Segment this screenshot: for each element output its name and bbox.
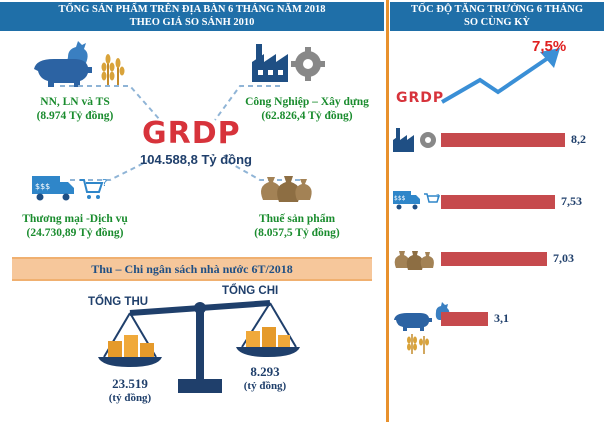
- left-header-line1: TỔNG SẢN PHẨM TRÊN ĐỊA BÀN 6 THÁNG NĂM 2…: [58, 4, 326, 15]
- growth-value-industry: 8,2: [571, 132, 586, 146]
- growth-industry-icon: [393, 128, 436, 152]
- balance-scale-icon: [98, 300, 300, 393]
- growth-tax-icon: [394, 251, 434, 270]
- cart-icon: ?: [80, 178, 107, 199]
- sector-agriculture-value: (8.974 Tỷ đồng): [36, 110, 114, 122]
- industry-icons: [252, 44, 325, 82]
- svg-text:?: ?: [436, 193, 440, 201]
- grdp-title: GRDP: [142, 116, 241, 151]
- growth-value-trade: 7,53: [561, 194, 582, 208]
- budget-banner: Thu – Chi ngân sách nhà nước 6T/2018: [12, 257, 372, 281]
- growth-bar-agriculture: [441, 312, 488, 326]
- left-header-line2: THEO GIÁ SO SÁNH 2010: [129, 17, 255, 28]
- expense-label: TỔNG CHI: [222, 285, 279, 297]
- sector-tax: Thuế sản phẩm (8.057,5 Tỷ đồng): [232, 212, 362, 240]
- sector-tax-value: (8.057,5 Tỷ đồng): [254, 227, 340, 239]
- sector-agriculture-name: NN, LN và TS: [40, 96, 110, 108]
- sector-industry-value: (62.826,4 Tỷ đồng): [261, 110, 353, 122]
- coin-stack-icon: [108, 327, 290, 357]
- growth-bar-tax: [441, 252, 547, 266]
- growth-value-agriculture: 3,1: [494, 311, 509, 325]
- svg-text:$$$: $$$: [35, 182, 50, 191]
- gear-icon: [291, 47, 325, 81]
- money-bag-icon: [261, 176, 312, 202]
- right-header-line2: SO CÙNG KỲ: [464, 17, 530, 28]
- sector-trade-value: (24.730,89 Tỷ đồng): [26, 227, 124, 239]
- left-header: TỔNG SẢN PHẨM TRÊN ĐỊA BÀN 6 THÁNG NĂM 2…: [0, 2, 384, 31]
- sector-tax-name: Thuế sản phẩm: [258, 213, 336, 225]
- right-header: TỐC ĐỘ TĂNG TRƯỞNG 6 THÁNG SO CÙNG KỲ: [390, 2, 604, 31]
- trade-icons: $$$ ?: [32, 176, 107, 201]
- factory-icon: [252, 44, 288, 82]
- growth-trade-icon: $$$ ?: [393, 191, 441, 210]
- sector-industry: Công Nghiệp – Xây dựng (62.826,4 Tỷ đồng…: [232, 95, 382, 123]
- agriculture-icons: [34, 41, 125, 87]
- revenue-value: 23.519: [112, 376, 148, 391]
- vertical-divider: [386, 0, 389, 422]
- growth-bar-industry: [441, 133, 565, 147]
- growth-value-tax: 7,03: [553, 251, 574, 265]
- expense-value: 8.293: [250, 364, 280, 379]
- sector-trade: Thương mại -Dịch vụ (24.730,89 Tỷ đồng): [10, 212, 140, 240]
- grdp-growth-rate: 7,5%: [532, 38, 567, 55]
- truck-icon: $$$: [32, 176, 74, 201]
- pig-icon: [34, 59, 92, 87]
- right-header-line1: TỐC ĐỘ TĂNG TRƯỞNG 6 THÁNG: [410, 4, 583, 15]
- revenue-unit: (tỷ đồng): [108, 392, 152, 404]
- svg-text:$$$: $$$: [394, 195, 406, 202]
- sector-agriculture: NN, LN và TS (8.974 Tỷ đồng): [15, 95, 135, 123]
- growth-grdp-label: GRDP: [396, 90, 445, 106]
- grdp-total: 104.588,8 Tỷ đồng: [140, 152, 252, 167]
- wheat-icon: [101, 54, 125, 87]
- expense-unit: (tỷ đồng): [243, 380, 287, 392]
- growth-bar-trade: [441, 195, 555, 209]
- sector-industry-name: Công Nghiệp – Xây dựng: [245, 96, 369, 108]
- sector-trade-name: Thương mại -Dịch vụ: [22, 213, 128, 225]
- svg-text:?: ?: [102, 178, 107, 189]
- growth-agriculture-icon: [394, 302, 450, 354]
- revenue-label: TỔNG THU: [88, 296, 149, 308]
- trend-arrow-icon: [440, 48, 560, 104]
